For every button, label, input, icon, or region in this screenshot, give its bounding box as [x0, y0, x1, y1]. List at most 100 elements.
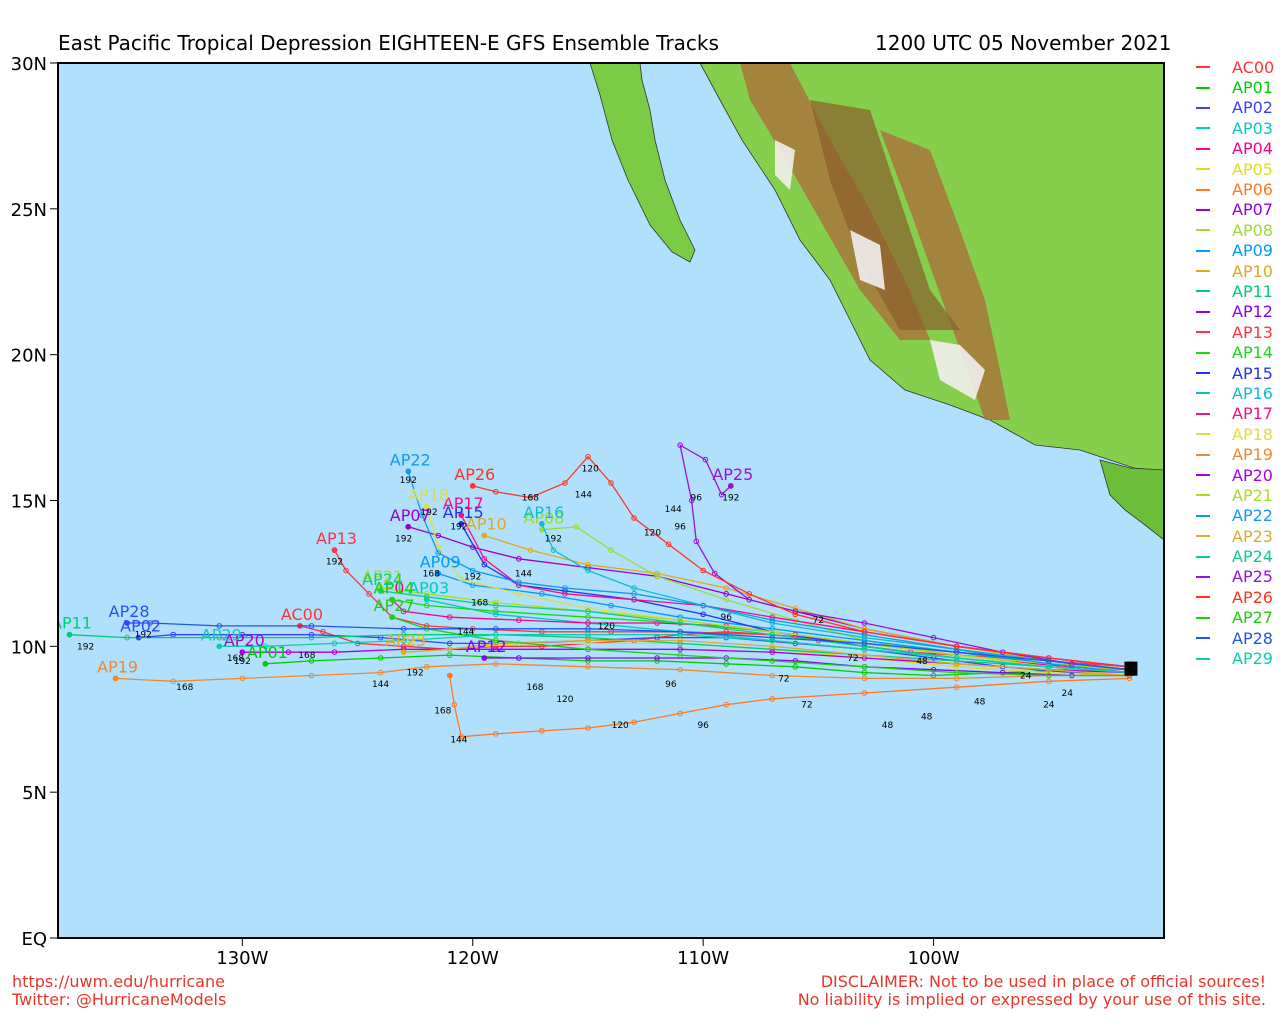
legend-item-ap16: AP16: [1196, 383, 1280, 403]
legend-label: AP19: [1232, 445, 1273, 465]
track-end-label: AP04: [374, 579, 415, 598]
forecast-hour-label: 192: [77, 642, 94, 652]
legend-swatch: [1196, 106, 1210, 109]
track-point: [631, 596, 637, 603]
legend-label: AP27: [1232, 608, 1273, 628]
track-point: [492, 631, 499, 638]
track-point: [769, 637, 776, 644]
track-end-point: [405, 523, 412, 530]
legend-swatch: [1196, 474, 1210, 476]
legend-swatch: [1196, 555, 1210, 558]
legend-label: AP08: [1232, 220, 1273, 240]
disclaimer-line-1: DISCLAIMER: Not to be used in place of o…: [820, 972, 1266, 991]
legend-item-ap25: AP25: [1196, 567, 1280, 587]
track-point: [608, 547, 614, 553]
legend-item-ap19: AP19: [1196, 444, 1280, 464]
track-end-point: [389, 614, 395, 620]
legend-label: AP10: [1232, 261, 1273, 281]
track-line-ap27: [391, 616, 1130, 677]
track-point: [718, 491, 725, 498]
track-point: [446, 640, 453, 647]
forecast-datetime: 1200 UTC 05 November 2021: [875, 31, 1172, 55]
legend-swatch: [1196, 372, 1210, 375]
track-end-label: AP07: [390, 506, 431, 525]
track-point: [585, 655, 591, 661]
sierra-madre-oriental: [880, 130, 1010, 420]
track-point: [585, 631, 591, 638]
track-point: [585, 453, 591, 460]
forecast-hour-label: 192: [450, 523, 467, 533]
track-point: [693, 538, 700, 545]
lat-tick-label: 10N: [11, 637, 47, 658]
lat-tick-label: EQ: [21, 929, 47, 950]
legend-item-ap21: AP21: [1196, 485, 1280, 505]
track-point: [585, 637, 591, 644]
forecast-hour-label: 168: [227, 654, 244, 664]
track-point: [435, 550, 441, 556]
legend-label: AP12: [1232, 302, 1273, 322]
legend-label: AP18: [1232, 424, 1273, 444]
track-point: [792, 663, 799, 670]
track-point: [516, 591, 522, 597]
lat-tick-label: 5N: [22, 783, 47, 804]
forecast-hour-label: 192: [420, 508, 437, 518]
track-end-point: [331, 547, 338, 553]
forecast-hour-label: 168: [526, 683, 543, 693]
track-point: [608, 480, 614, 486]
track-end-label: AC00: [281, 605, 323, 624]
track-point: [930, 634, 937, 641]
legend-label: AP20: [1232, 465, 1273, 485]
track-end-label: AP17: [443, 494, 484, 513]
footer-url[interactable]: https://uwm.edu/hurricane: [12, 972, 225, 991]
track-end-point: [481, 655, 488, 661]
legend-swatch: [1196, 310, 1210, 313]
track-end-point: [124, 620, 130, 626]
lon-tick-label: 120W: [447, 948, 499, 969]
track-end-label: AP23: [385, 631, 426, 650]
track-point: [527, 547, 534, 553]
legend-item-ap04: AP04: [1196, 139, 1280, 159]
track-point: [723, 661, 730, 667]
track-point: [953, 643, 960, 650]
legend-item-ap13: AP13: [1196, 322, 1280, 342]
track-point: [147, 620, 153, 626]
track-point: [677, 442, 683, 448]
track-line-ap29: [219, 634, 1130, 674]
track-point: [585, 725, 591, 731]
lat-tick-label: 20N: [11, 346, 47, 367]
legend-label: AP07: [1232, 200, 1273, 220]
track-point: [400, 637, 407, 644]
legend-swatch: [1196, 514, 1210, 517]
track-end-point: [423, 503, 430, 510]
legend-swatch: [1196, 412, 1210, 415]
legend-item-ap02: AP02: [1196, 98, 1280, 118]
track-point: [562, 480, 568, 486]
track-point: [492, 488, 499, 495]
legend-swatch: [1196, 657, 1210, 660]
legend-label: AP02: [1232, 98, 1273, 118]
central-america: [1099, 459, 1164, 541]
track-line-ap06: [449, 675, 1130, 738]
legend-swatch: [1196, 575, 1210, 578]
track-point: [400, 626, 407, 632]
lat-tick-label: 30N: [11, 54, 47, 75]
legend-label: AP28: [1232, 628, 1273, 648]
track-point: [631, 591, 637, 597]
legend-label: AP24: [1232, 547, 1273, 567]
track-point: [573, 523, 580, 530]
ensemble-tracks: [66, 442, 1138, 740]
track-point: [585, 608, 591, 615]
legend-item-ap15: AP15: [1196, 363, 1280, 383]
track-end-label: AP10: [466, 515, 507, 534]
footer-left: https://uwm.edu/hurricane Twitter: @Hurr…: [12, 973, 226, 1009]
track-point: [677, 710, 683, 717]
legend-label: AC00: [1232, 57, 1275, 77]
track-end-label: AP25: [712, 465, 753, 484]
track-point: [492, 626, 499, 632]
track-end-label: AP18: [408, 485, 449, 504]
track-point: [446, 652, 453, 658]
track-point: [423, 591, 430, 597]
legend-label: AP16: [1232, 383, 1273, 403]
footer-twitter[interactable]: Twitter: @HurricaneModels: [12, 990, 227, 1009]
